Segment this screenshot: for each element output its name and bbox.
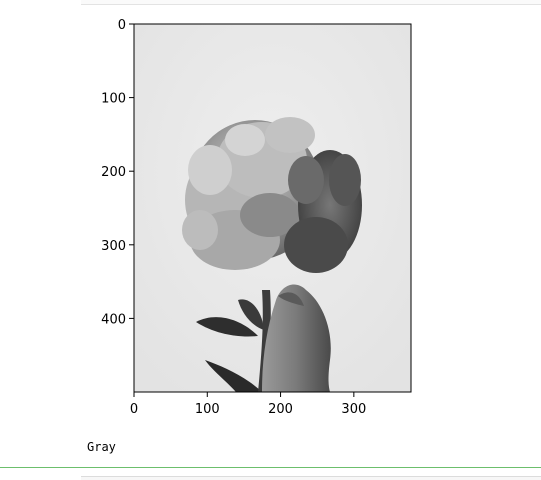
x-tick-label: 0 <box>130 402 138 417</box>
previous-cell-edge <box>81 0 541 5</box>
grayscale-photo <box>134 24 411 392</box>
y-tick-label: 400 <box>101 312 126 327</box>
cell-separator-line <box>0 467 541 468</box>
matplotlib-figure: 0 100 200 300 400 0 100 200 300 <box>101 18 412 417</box>
y-tick-label: 200 <box>101 165 126 180</box>
x-tick-label: 300 <box>341 402 366 417</box>
output-text: Gray <box>87 440 116 454</box>
y-tick-label: 0 <box>118 18 126 33</box>
x-axis: 0 100 200 300 <box>130 392 366 417</box>
next-cell-edge <box>81 476 541 480</box>
x-tick-label: 100 <box>195 402 220 417</box>
y-tick-label: 300 <box>101 239 126 254</box>
x-tick-label: 200 <box>268 402 293 417</box>
axes-frame <box>133 23 412 393</box>
y-axis: 0 100 200 300 400 <box>101 18 134 327</box>
y-tick-label: 100 <box>101 92 126 107</box>
